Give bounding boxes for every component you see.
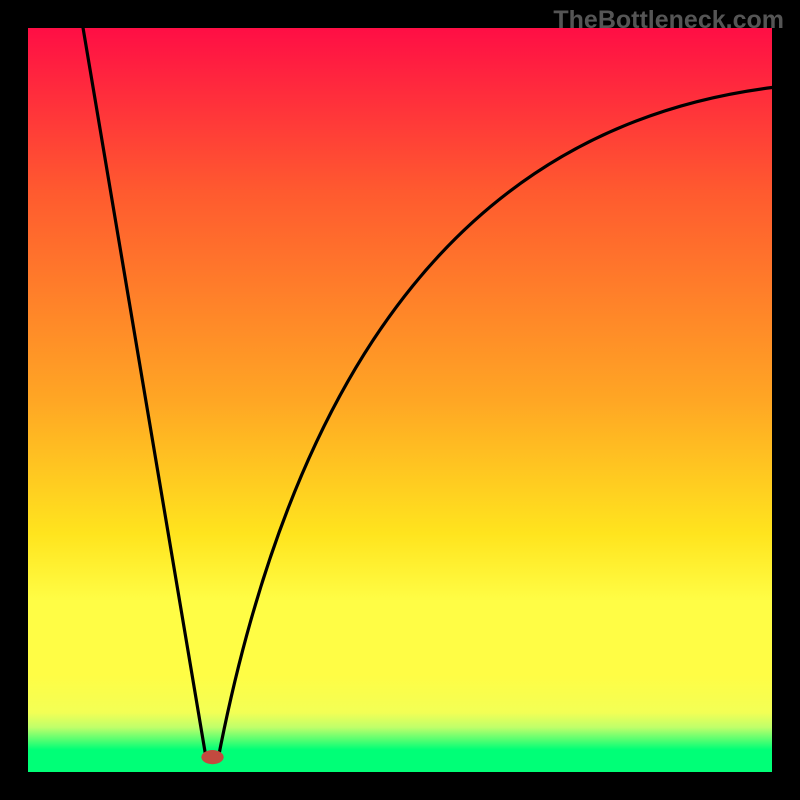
plot-area — [28, 28, 772, 772]
watermark-text: TheBottleneck.com — [553, 6, 784, 35]
